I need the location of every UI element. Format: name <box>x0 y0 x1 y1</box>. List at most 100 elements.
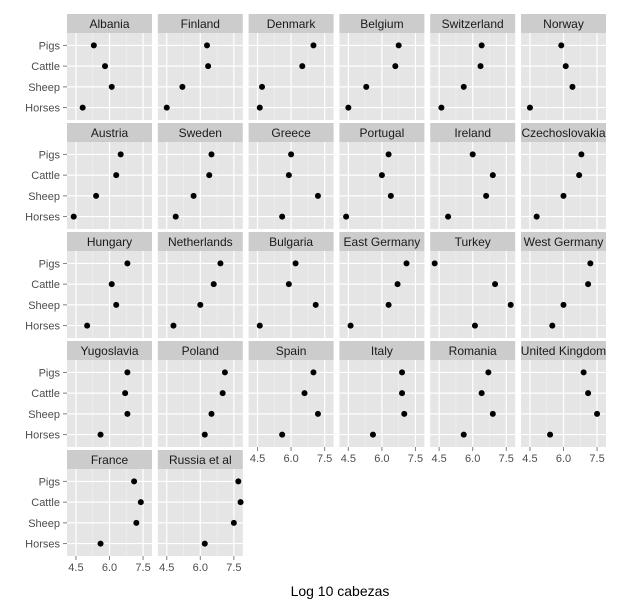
y-tick-label: Horses <box>25 212 60 224</box>
strip-background <box>339 341 425 360</box>
strip-background <box>248 232 334 251</box>
data-point-finland-sheep <box>179 83 186 90</box>
facet-panel-austria: Austria Pigs Cattle Sheep Horses <box>25 123 152 229</box>
data-point-yugoslavia-cattle <box>122 390 129 397</box>
y-tick-label: Cattle <box>31 279 60 291</box>
data-point-switzerland-horses <box>438 104 445 111</box>
strip-label: Turkey <box>455 235 491 249</box>
data-point-czechoslovakia-horses <box>533 213 540 220</box>
data-point-hungary-pigs <box>124 260 131 267</box>
data-point-czechoslovakia-pigs <box>578 151 585 158</box>
y-tick-label: Horses <box>25 103 60 115</box>
data-point-east-germany-pigs <box>403 260 410 267</box>
strip-background <box>67 450 152 469</box>
data-point-united-kingdom-pigs <box>580 369 587 376</box>
data-point-west-germany-horses <box>549 322 556 329</box>
data-point-belgium-sheep <box>363 83 370 90</box>
x-tick-label: 7.5 <box>589 453 604 465</box>
data-point-denmark-sheep <box>259 83 266 90</box>
x-tick-label: 6.0 <box>193 562 208 574</box>
facet-panel-czechoslovakia: Czechoslovakia <box>521 123 606 229</box>
facet-panel-russia-et-al: Russia et al 4.5 6.0 7.5 <box>157 450 244 574</box>
strip-background <box>248 341 334 360</box>
data-point-poland-sheep <box>208 410 215 417</box>
strip-label: Portugal <box>360 126 405 140</box>
data-point-romania-sheep <box>489 410 496 417</box>
data-point-russia-et-al-pigs <box>235 478 242 485</box>
data-point-france-horses <box>97 540 104 547</box>
strip-label: Hungary <box>87 235 132 249</box>
data-point-netherlands-pigs <box>217 260 224 267</box>
facet-panel-hungary: Hungary Pigs Cattle Sheep Horses <box>25 232 152 338</box>
panels-layer: Albania Pigs Cattle Sheep Horses Finland Denma… <box>25 14 606 574</box>
data-point-denmark-horses <box>256 104 263 111</box>
strip-label: Netherlands <box>168 235 233 249</box>
data-point-sweden-cattle <box>206 172 213 179</box>
x-tick-label: 4.5 <box>250 453 265 465</box>
strip-label: Ireland <box>454 126 491 140</box>
x-tick-label: 4.5 <box>68 562 83 574</box>
y-tick-label: Sheep <box>28 300 60 312</box>
strip-background <box>67 14 152 33</box>
strip-background <box>67 232 152 251</box>
facet-panel-yugoslavia: Yugoslavia Pigs Cattle Sheep Horses <box>25 341 152 447</box>
data-point-yugoslavia-sheep <box>124 410 131 417</box>
data-point-greece-pigs <box>288 151 295 158</box>
facet-panel-albania: Albania Pigs Cattle Sheep Horses <box>25 14 152 120</box>
data-point-greece-sheep <box>314 192 321 199</box>
y-tick-label: Horses <box>25 430 60 442</box>
strip-background <box>521 341 606 360</box>
strip-label: Yugoslavia <box>80 344 138 358</box>
strip-label: Finland <box>181 17 220 31</box>
data-point-turkey-cattle <box>492 281 499 288</box>
facet-panel-switzerland: Switzerland <box>430 14 516 120</box>
x-tick-label: 6.0 <box>374 453 389 465</box>
y-tick-label: Pigs <box>39 149 61 161</box>
data-point-bulgaria-sheep <box>312 301 319 308</box>
facet-panel-ireland: Ireland <box>430 123 516 229</box>
data-point-denmark-pigs <box>310 42 317 49</box>
strip-background <box>157 450 243 469</box>
data-point-russia-et-al-sheep <box>230 519 237 526</box>
data-point-italy-horses <box>369 431 376 438</box>
data-point-italy-sheep <box>401 410 408 417</box>
data-point-sweden-sheep <box>190 192 197 199</box>
data-point-spain-horses <box>279 431 286 438</box>
y-tick-label: Pigs <box>39 367 61 379</box>
data-point-finland-cattle <box>205 63 212 70</box>
data-point-sweden-horses <box>172 213 179 220</box>
y-tick-label: Sheep <box>28 518 60 530</box>
data-point-norway-sheep <box>569 83 576 90</box>
facet-panel-netherlands: Netherlands <box>157 232 243 338</box>
strip-background <box>67 341 152 360</box>
data-point-ireland-sheep <box>483 192 490 199</box>
data-point-france-cattle <box>137 499 144 506</box>
data-point-romania-pigs <box>485 369 492 376</box>
strip-background <box>339 232 425 251</box>
strip-background <box>157 232 243 251</box>
data-point-greece-cattle <box>285 172 292 179</box>
data-point-netherlands-cattle <box>210 281 217 288</box>
data-point-switzerland-cattle <box>477 63 484 70</box>
data-point-west-germany-cattle <box>585 281 592 288</box>
data-point-czechoslovakia-sheep <box>560 192 567 199</box>
strip-label: Poland <box>182 344 219 358</box>
data-point-sweden-pigs <box>208 151 215 158</box>
data-point-poland-horses <box>201 431 208 438</box>
strip-background <box>248 123 334 142</box>
y-tick-label: Cattle <box>31 61 60 73</box>
data-point-albania-horses <box>79 104 86 111</box>
strip-background <box>430 341 516 360</box>
x-tick-label: 6.0 <box>465 453 480 465</box>
data-point-albania-sheep <box>108 83 115 90</box>
data-point-belgium-pigs <box>395 42 402 49</box>
x-axis-title: Log 10 cabezas <box>291 583 390 599</box>
strip-label: Greece <box>271 126 311 140</box>
y-tick-label: Sheep <box>28 82 60 94</box>
strip-label: Switzerland <box>442 17 504 31</box>
facet-panel-finland: Finland <box>157 14 243 120</box>
data-point-denmark-cattle <box>299 63 306 70</box>
data-point-czechoslovakia-cattle <box>576 172 583 179</box>
data-point-italy-cattle <box>399 390 406 397</box>
